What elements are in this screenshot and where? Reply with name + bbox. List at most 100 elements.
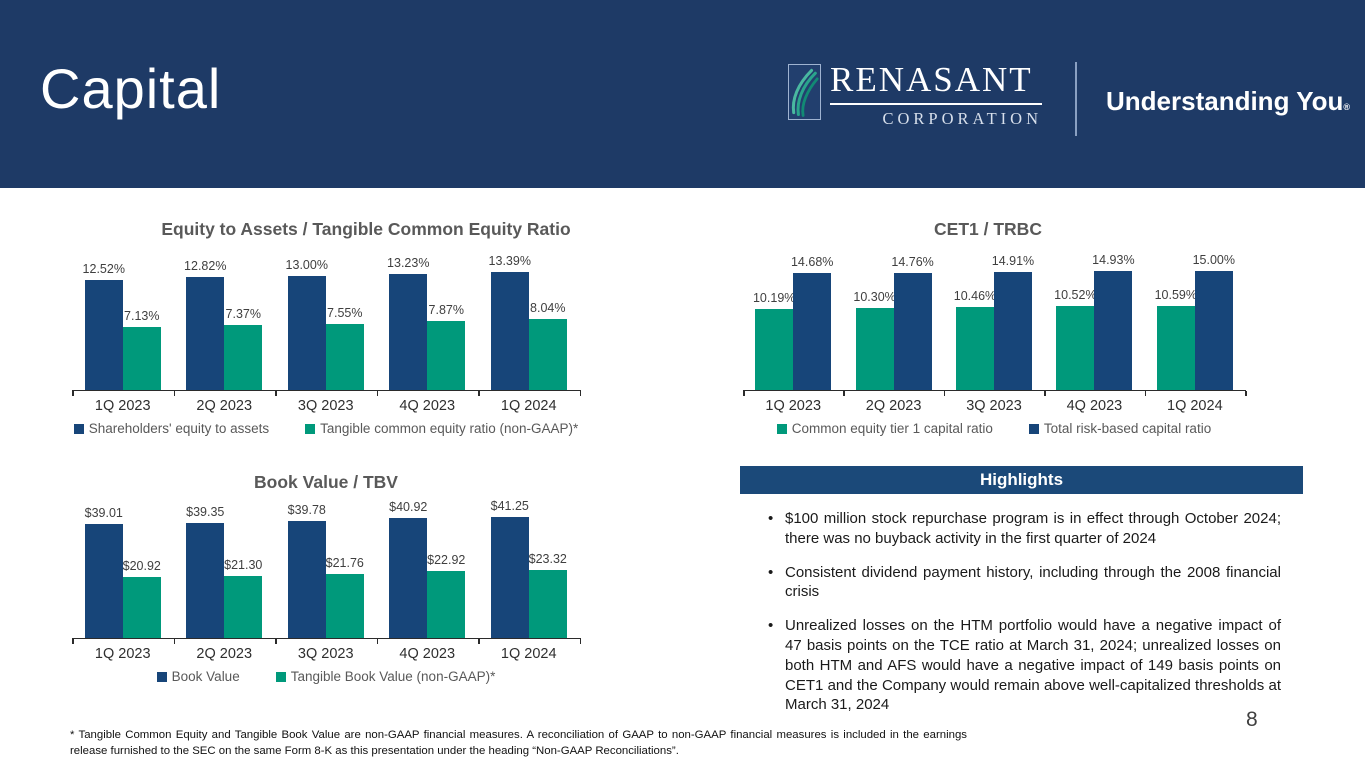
category-axis: 1Q 2023 2Q 2023 3Q 2023 4Q 2023 1Q 2024	[72, 646, 580, 662]
bar-group: 12.52% 7.13%	[72, 262, 174, 390]
plot-area: $39.01 $20.92 $39.35 $21.30 $39.78 $21.76 $40.…	[72, 494, 580, 638]
category-axis: 1Q 2023 2Q 2023 3Q 2023 4Q 2023 1Q 2024	[72, 398, 580, 414]
bar-value-label: 12.52%	[82, 261, 125, 276]
bar-value-label: 8.04%	[530, 301, 566, 316]
bar-value-label: $41.25	[490, 499, 529, 514]
bar-group: 13.00% 7.55%	[275, 258, 377, 390]
bullet-icon: •	[768, 617, 774, 635]
axis-tick	[1144, 391, 1147, 396]
legend-swatch-icon	[305, 423, 316, 434]
highlight-bullet-text: Unrealized losses on the HTM portfolio w…	[785, 617, 1281, 714]
page-title: Capital	[40, 57, 222, 120]
highlights-panel: Highlights • $100 million stock repurchas…	[740, 466, 1303, 729]
bar-group: $39.78 $21.76	[275, 503, 377, 638]
bar	[287, 521, 326, 638]
axis-tick	[943, 391, 946, 396]
category-label: 2Q 2023	[196, 646, 253, 662]
axis-tick	[478, 391, 480, 396]
category-label: 3Q 2023	[966, 398, 1022, 414]
bar	[389, 273, 428, 390]
bar	[389, 518, 428, 638]
bar	[993, 271, 1032, 390]
axis-tick	[72, 639, 74, 644]
category-label: 4Q 2023	[399, 398, 456, 414]
axis-tick	[579, 391, 581, 396]
bar	[490, 517, 529, 638]
bar	[427, 320, 466, 390]
bar-value-label: 7.55%	[327, 305, 363, 320]
legend-swatch-icon	[776, 423, 787, 434]
renasant-logo-icon	[788, 64, 821, 120]
bar-value-label: $22.92	[427, 552, 466, 567]
highlight-bullet-text: Consistent dividend payment history, inc…	[785, 563, 1281, 601]
bar-group: $41.25 $23.32	[478, 499, 580, 638]
bar-value-label: 14.68%	[790, 255, 834, 270]
bar-group: 10.30% 14.76%	[843, 255, 943, 390]
plot-area: 12.52% 7.13% 12.82% 7.37% 13.00% 7.55% 13.23% 7…	[72, 250, 580, 390]
bar-value-label: 7.37%	[225, 307, 261, 322]
bar-group: 10.19% 14.68%	[743, 255, 843, 390]
axis-tick	[1044, 391, 1046, 396]
axis-tick	[376, 391, 378, 396]
highlight-bullet: • Consistent dividend payment history, in…	[760, 563, 1281, 603]
legend-item: Book Value	[156, 669, 240, 684]
tagline-text: Understanding You	[1106, 86, 1344, 116]
bar-value-label: 14.91%	[991, 253, 1035, 268]
bar-value-label: 7.87%	[428, 302, 464, 317]
bar	[755, 309, 794, 390]
axis-tick	[173, 391, 175, 396]
highlight-bullet: • Unrealized losses on the HTM portfolio …	[760, 616, 1281, 715]
legend-swatch-icon	[156, 671, 167, 682]
page-number: 8	[1246, 708, 1258, 731]
bar-value-label: $39.35	[186, 504, 225, 519]
bullet-icon: •	[768, 510, 774, 527]
chart-title: CET1 / TRBC	[934, 219, 1042, 239]
brand-divider	[1075, 62, 1077, 136]
registered-mark: ®	[1343, 102, 1351, 112]
bar	[84, 523, 123, 638]
bar-value-label: 13.39%	[488, 254, 531, 269]
axis-tick	[843, 391, 845, 396]
axis-tick	[173, 639, 175, 644]
bar-value-label: 10.46%	[953, 288, 997, 303]
bar	[84, 279, 123, 390]
bar-value-label: $39.78	[287, 503, 326, 518]
bar-group: 10.52% 14.93%	[1044, 253, 1144, 390]
highlights-list: • $100 million stock repurchase program i…	[760, 509, 1281, 715]
bar-group: 10.59% 15.00%	[1145, 253, 1245, 390]
legend-swatch-icon	[1028, 423, 1039, 434]
bar	[224, 575, 263, 638]
x-axis	[72, 390, 581, 396]
legend-label: Tangible common equity ratio (non-GAAP)*	[320, 421, 579, 436]
axis-tick	[1245, 391, 1247, 396]
bar-group: $40.92 $22.92	[377, 500, 479, 638]
bar-group: 12.82% 7.37%	[174, 259, 276, 390]
category-axis: 1Q 2023 2Q 2023 3Q 2023 4Q 2023 1Q 2024	[743, 398, 1245, 414]
bar-group: $39.35 $21.30	[174, 505, 276, 638]
category-label: 1Q 2024	[500, 646, 557, 662]
bar	[224, 325, 263, 390]
category-label: 1Q 2024	[500, 398, 557, 414]
logo-subtitle: CORPORATION	[882, 109, 1042, 128]
legend-swatch-icon	[275, 671, 286, 682]
logo-name: RENASANT	[830, 60, 1042, 105]
legend-label: Book Value	[171, 669, 240, 684]
header-banner: Capital RENASANT CORPORATION Understandi…	[0, 0, 1365, 188]
legend-swatch-icon	[73, 423, 84, 434]
bar-value-label: 10.30%	[853, 290, 896, 305]
legend: Shareholders' equity to assets Tangible c…	[72, 421, 580, 436]
axis-tick	[478, 639, 480, 644]
bullet-icon: •	[768, 563, 774, 581]
bar	[1194, 270, 1233, 390]
highlight-bullet: • $100 million stock repurchase program i…	[760, 509, 1281, 549]
bar	[955, 306, 994, 390]
bar	[325, 323, 364, 390]
highlight-bullet-text: $100 million stock repurchase program is…	[785, 510, 1281, 547]
axis-tick	[579, 639, 581, 644]
bar-value-label: 7.13%	[124, 309, 160, 324]
bar	[186, 277, 225, 390]
category-label: 4Q 2023	[1066, 398, 1123, 414]
axis-tick	[275, 639, 277, 644]
category-label: 1Q 2024	[1167, 398, 1223, 414]
bar	[186, 522, 225, 638]
